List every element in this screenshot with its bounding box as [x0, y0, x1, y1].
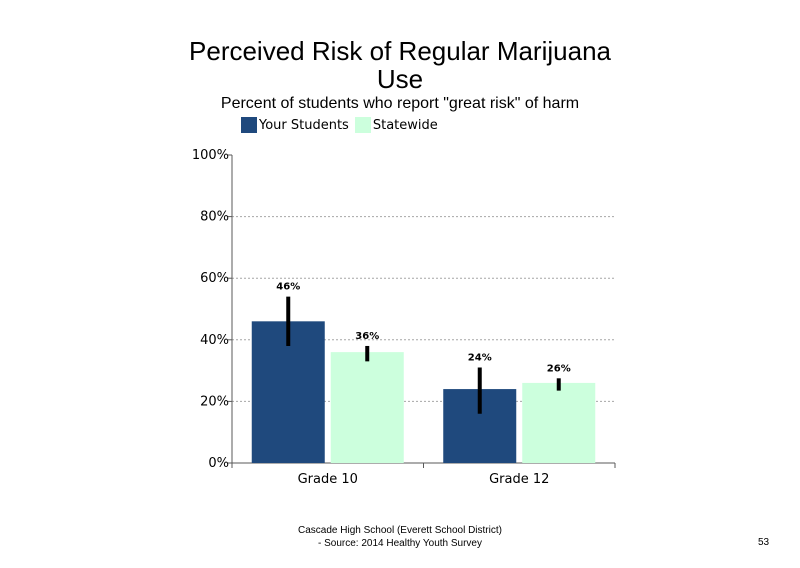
- footer-line-school: Cascade High School (Everett School Dist…: [298, 525, 502, 536]
- data-label: 46%: [276, 282, 300, 293]
- x-tick-label: Grade 10: [298, 472, 358, 487]
- bar: [522, 382, 596, 463]
- legend-label-statewide: Statewide: [372, 117, 438, 133]
- data-label: 26%: [547, 363, 571, 374]
- page-number: 53: [758, 537, 770, 548]
- y-tick-label: 0%: [208, 456, 229, 471]
- legend-label-your-students: Your Students: [259, 117, 349, 133]
- legend-item-statewide: Statewide: [354, 117, 438, 133]
- data-label: 24%: [468, 353, 492, 364]
- footer-source: Cascade High School (Everett School Dist…: [230, 524, 570, 550]
- chart-subtitle: Percent of students who report "great ri…: [220, 95, 580, 112]
- data-label: 36%: [355, 331, 379, 342]
- y-tick-label: 80%: [200, 210, 229, 225]
- chart-title-line1: Perceived Risk of Regular Marijuana: [189, 36, 611, 66]
- bar: [330, 352, 404, 463]
- chart-legend: Your Students Statewide: [241, 117, 444, 133]
- footer-line-source: - Source: 2014 Healthy Youth Survey: [318, 538, 482, 549]
- y-tick-label: 60%: [200, 271, 229, 286]
- y-tick-label: 100%: [192, 148, 229, 163]
- y-tick-label: 40%: [200, 333, 229, 348]
- legend-swatch-your-students: [241, 117, 257, 133]
- y-tick-label: 20%: [200, 394, 229, 409]
- legend-item-your-students: Your Students: [241, 117, 349, 133]
- legend-swatch-statewide: [354, 117, 371, 133]
- x-tick-label: Grade 12: [489, 472, 549, 487]
- chart-title-line2: Use: [376, 64, 424, 94]
